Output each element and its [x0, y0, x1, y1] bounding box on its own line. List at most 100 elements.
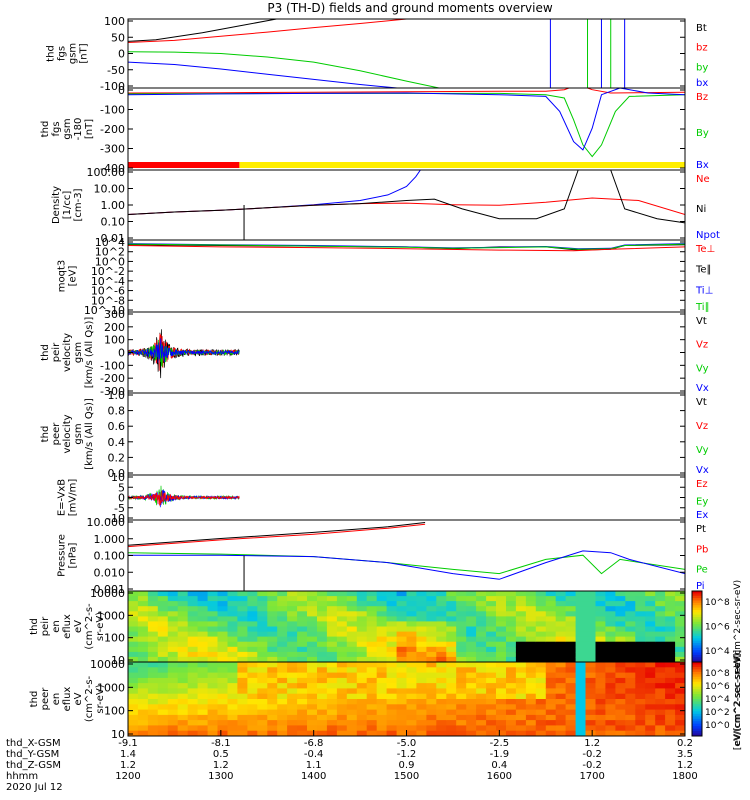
heatmap-cell: [287, 656, 298, 662]
heatmap-cell: [406, 626, 417, 633]
heatmap-cell: [297, 667, 308, 674]
heatmap-cell: [595, 651, 606, 658]
heatmap-cell: [416, 699, 427, 705]
heatmap-cell: [466, 651, 477, 658]
heatmap-cell: [496, 641, 507, 648]
heatmap-cell: [535, 662, 547, 668]
heatmap-cell: [416, 730, 427, 736]
heatmap-cell: [436, 606, 447, 612]
heatmap-cell: [187, 621, 199, 628]
heatmap-cell: [406, 662, 417, 668]
heatmap-cell: [277, 688, 288, 695]
heatmap-cell: [426, 646, 437, 653]
heatmap-cell: [675, 693, 685, 700]
y-axis-label: Pressure: [57, 534, 68, 577]
heatmap-cell: [307, 616, 318, 623]
heatmap-cell: [486, 616, 497, 623]
colorbar-frame: [691, 661, 703, 737]
heatmap-cell: [466, 677, 477, 684]
heatmap-cell: [535, 606, 547, 612]
heatmap-cell: [456, 606, 467, 612]
heatmap-cell: [187, 730, 199, 736]
status-bar-segment: [128, 162, 240, 168]
heatmap-cell: [197, 626, 209, 633]
heatmap-cell: [137, 720, 149, 726]
y-tick-label: 1.00: [101, 199, 126, 212]
heatmap-cell: [466, 672, 477, 679]
heatmap-cell: [396, 720, 408, 726]
heatmap-cell: [217, 631, 228, 638]
footer-value: -0.2: [582, 760, 602, 771]
heatmap-cell: [575, 720, 587, 726]
heatmap-cell: [545, 656, 557, 662]
heatmap-cell: [287, 714, 298, 721]
heatmap-cell: [247, 631, 258, 638]
heatmap-cell: [376, 714, 388, 721]
y-tick-label: 0.010: [94, 566, 126, 579]
heatmap-cell: [515, 621, 527, 628]
heatmap-cell: [486, 667, 497, 674]
heatmap-cell: [456, 704, 467, 711]
heatmap-cell: [625, 720, 636, 726]
heatmap-cell: [605, 720, 616, 726]
heatmap-cell: [446, 683, 457, 689]
heatmap-cell: [307, 683, 318, 689]
heatmap-cell: [207, 725, 219, 732]
heatmap-cell: [565, 616, 577, 623]
heatmap-cell: [466, 591, 477, 597]
heatmap-cell: [436, 621, 447, 628]
heatmap-cell: [326, 636, 338, 643]
heatmap-cell: [406, 714, 417, 721]
heatmap-cell: [456, 699, 467, 705]
heatmap-cell: [575, 651, 587, 658]
heatmap-cell: [446, 677, 457, 684]
heatmap-cell: [128, 677, 139, 684]
colorbar-segment: [692, 591, 702, 594]
series-line-green: [128, 92, 685, 158]
y-tick-label: -200: [100, 123, 125, 136]
heatmap-cell: [565, 688, 577, 695]
y-axis-label: (cm^2-s-: [84, 675, 95, 722]
heatmap-cell: [615, 699, 626, 705]
heatmap-cell: [396, 677, 408, 684]
heatmap-cell: [585, 616, 596, 623]
page-title: P3 (TH-D) fields and ground moments over…: [267, 1, 552, 15]
y-tick-label: 100: [104, 705, 125, 718]
heatmap-cell: [535, 641, 547, 648]
heatmap-cell: [585, 725, 596, 732]
heatmap-cell: [227, 631, 238, 638]
heatmap-cell: [555, 636, 567, 643]
colorbar-segment: [692, 703, 702, 707]
heatmap-cell: [386, 616, 398, 623]
heatmap-cell: [336, 631, 348, 638]
heatmap-cell: [237, 730, 248, 736]
heatmap-cell: [605, 621, 616, 628]
y-axis-label: thd: [29, 691, 40, 708]
heatmap-cell: [615, 720, 626, 726]
colorbar-tick-label: 10^6: [705, 623, 730, 633]
heatmap-cell: [366, 677, 378, 684]
heatmap-cell: [167, 596, 179, 602]
heatmap-cell: [496, 601, 507, 607]
colorbar-tick-label: 10^4: [705, 647, 730, 657]
heatmap-cell: [446, 704, 457, 711]
heatmap-cell: [605, 601, 616, 607]
heatmap-cell: [366, 683, 378, 689]
heatmap-cell: [307, 626, 318, 633]
heatmap-cell: [128, 662, 139, 668]
heatmap-cell: [356, 591, 368, 597]
heatmap-cell: [635, 667, 646, 674]
legend-entry: Ex: [696, 510, 708, 521]
heatmap-cell: [346, 591, 358, 597]
heatmap-cell: [167, 720, 179, 726]
heatmap-cell: [545, 606, 557, 612]
heatmap-cell: [247, 683, 258, 689]
colorbar-segment: [692, 612, 702, 616]
y-axis-label: [cm-3]: [73, 188, 84, 221]
heatmap-cell: [287, 699, 298, 705]
y-tick-label: 0: [118, 492, 125, 505]
heatmap-cell: [535, 730, 547, 736]
heatmap-cell: [476, 641, 487, 648]
heatmap-cell: [506, 720, 517, 726]
heatmap-cell: [406, 709, 417, 716]
